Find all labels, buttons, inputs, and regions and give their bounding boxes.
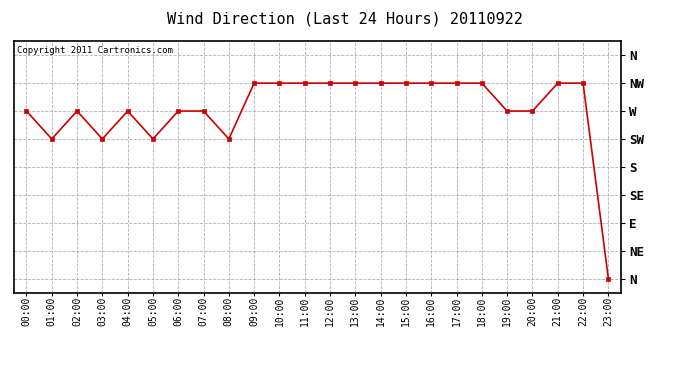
Text: Copyright 2011 Cartronics.com: Copyright 2011 Cartronics.com: [17, 46, 172, 55]
Text: Wind Direction (Last 24 Hours) 20110922: Wind Direction (Last 24 Hours) 20110922: [167, 11, 523, 26]
